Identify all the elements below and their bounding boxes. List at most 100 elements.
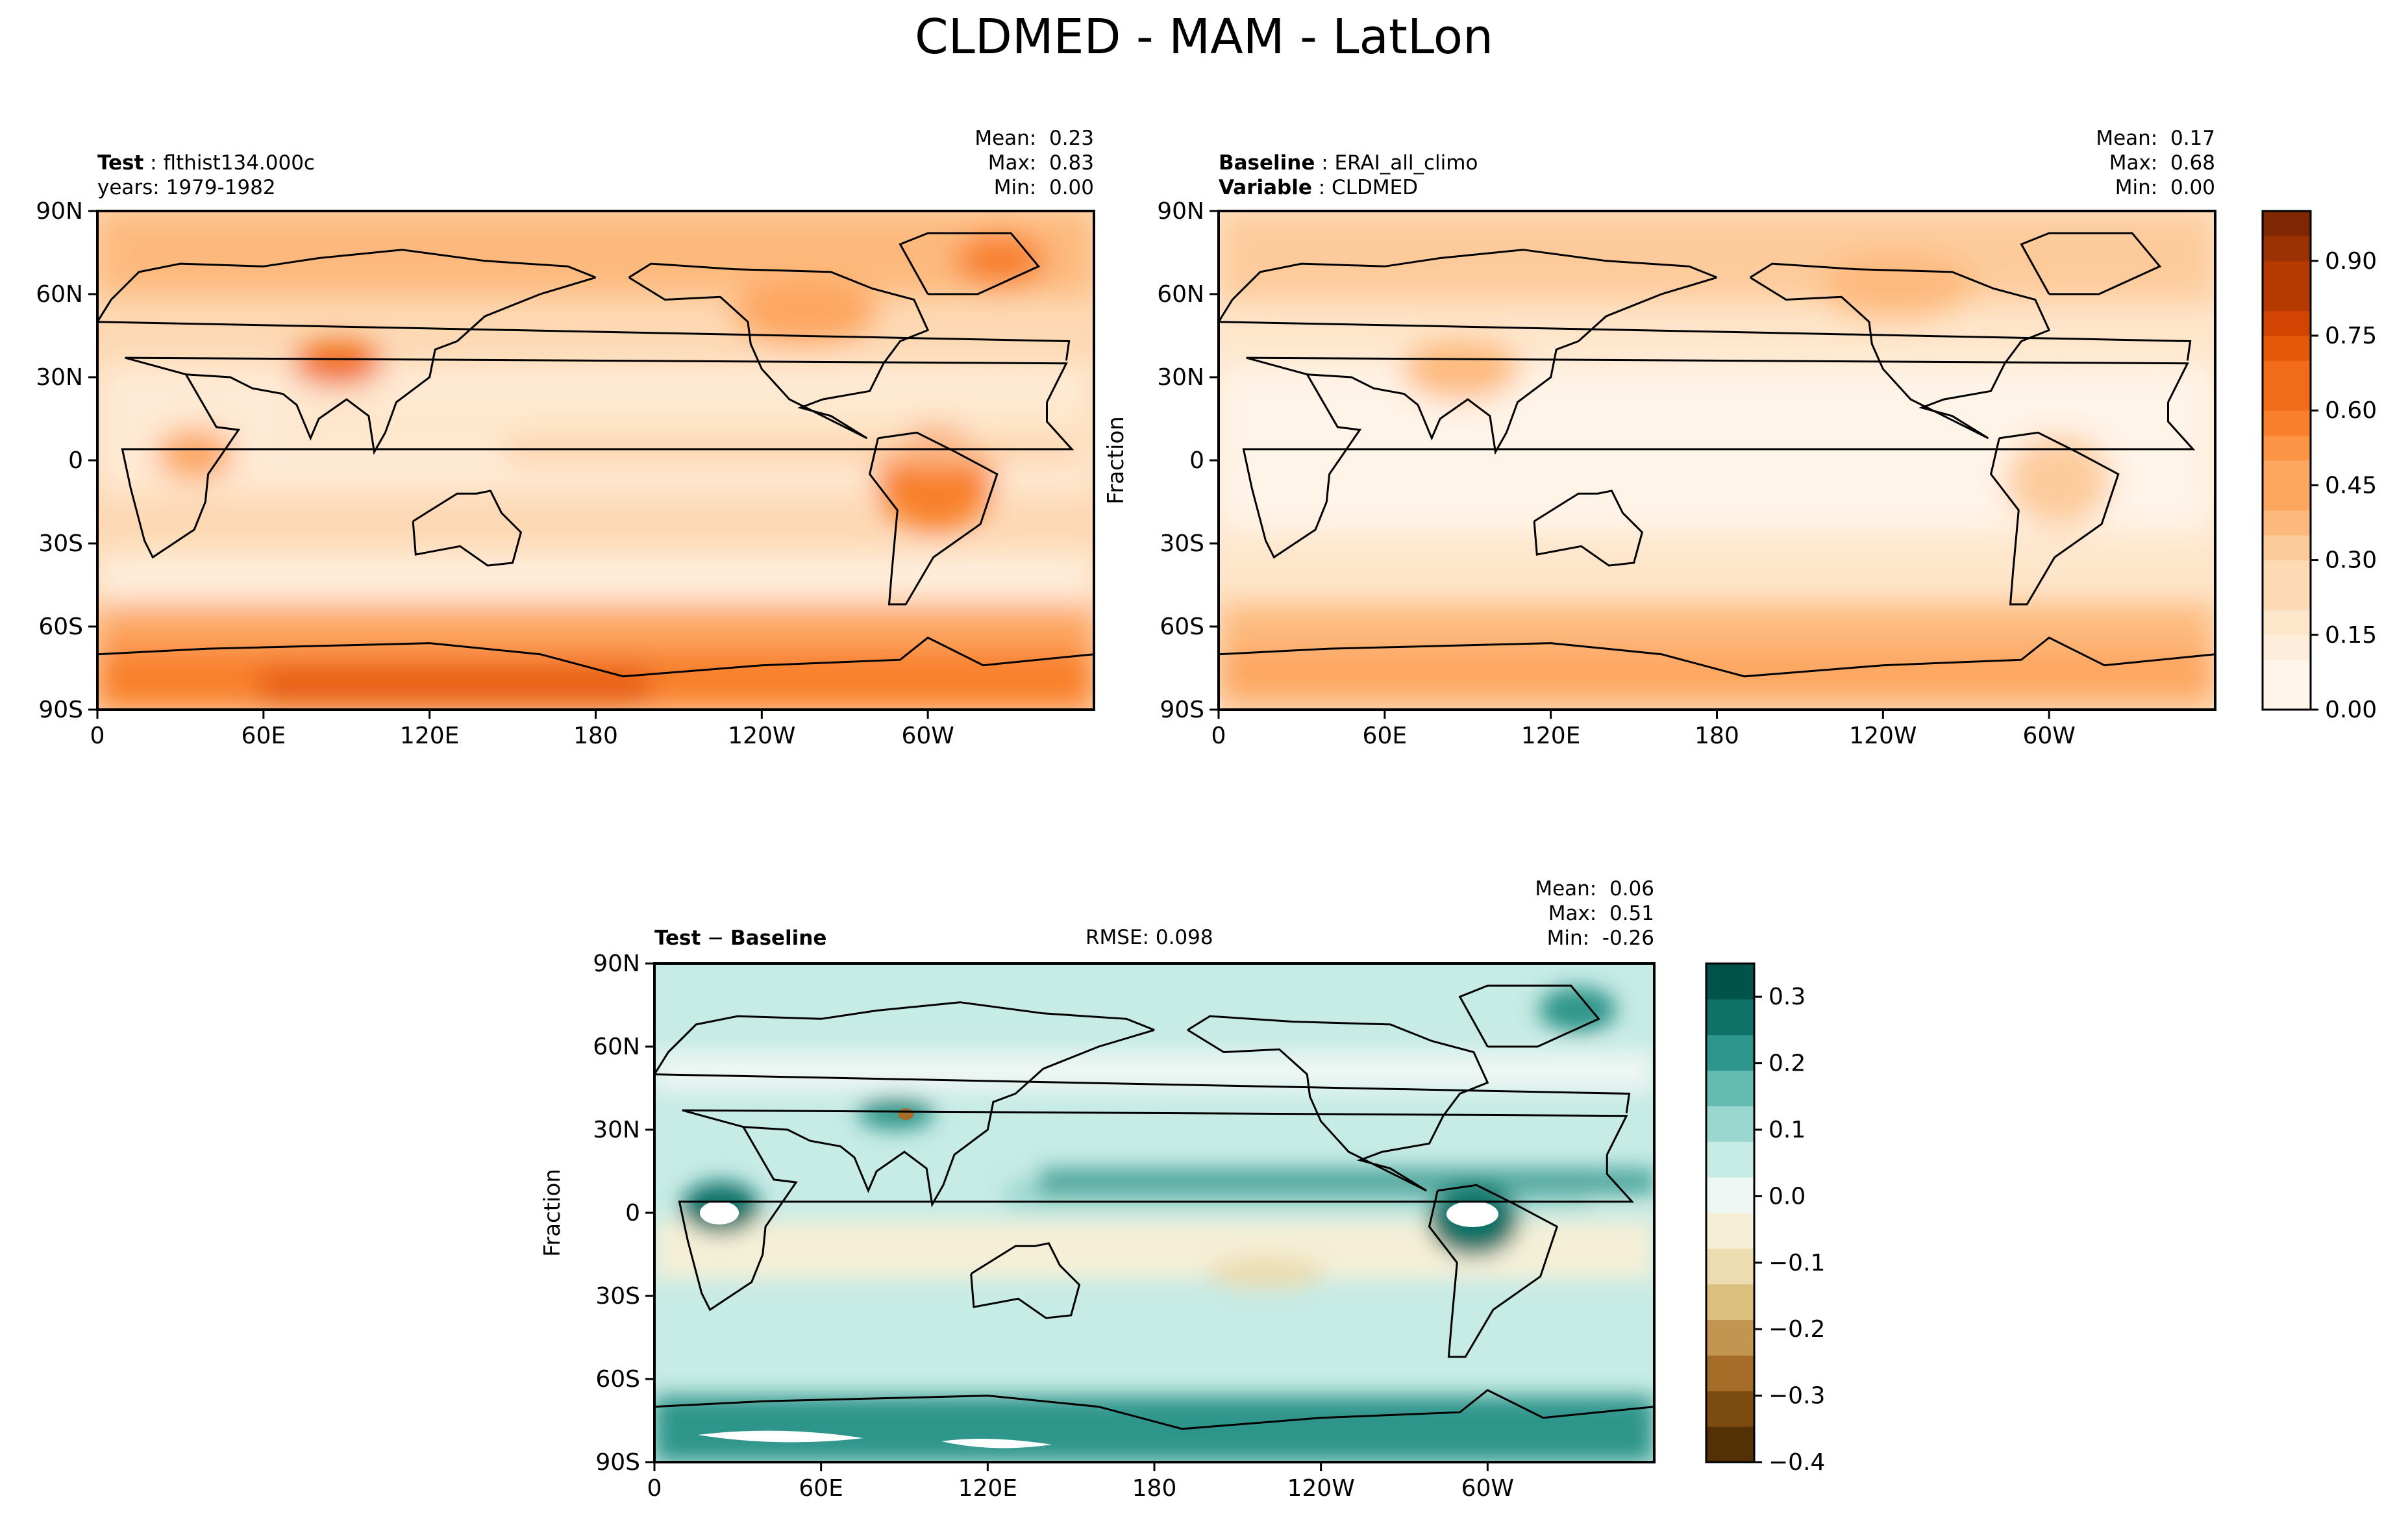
- coastline-group: [654, 984, 1654, 1430]
- colorbar-tick-label: −0.1: [1769, 1250, 1825, 1276]
- colorbar-swatch: [2263, 435, 2311, 461]
- baseline-stat-min: Min: 0.00: [2115, 176, 2215, 199]
- colorbar-swatch: [2263, 510, 2311, 536]
- test-stat-min: Min: 0.00: [993, 176, 1094, 199]
- x-tick-label: 0: [90, 723, 105, 749]
- colorbar-tick-label: 0.3: [1769, 984, 1806, 1010]
- colorbar-swatch: [1706, 1213, 1754, 1249]
- colorbar-frame: [1705, 962, 1756, 1463]
- colorbar-swatch: [2263, 360, 2311, 386]
- colorbar-swatch: [2263, 410, 2311, 436]
- colorbar-tick-label: 0.45: [2325, 472, 2377, 499]
- colorbar-swatch: [1706, 1391, 1754, 1427]
- colorbar-swatch: [2263, 610, 2311, 636]
- coastline: [868, 431, 999, 606]
- coastline-group: [1219, 232, 2215, 678]
- variable-value: CLDMED: [1332, 176, 1419, 199]
- coastline: [1242, 356, 2196, 559]
- coastline: [1307, 276, 1717, 455]
- coastlines: [97, 232, 2215, 1430]
- colorbar-tick-label: 0.0: [1769, 1183, 1806, 1210]
- colorbar-swatch: [2263, 310, 2311, 336]
- x-tick-label: 120E: [958, 1475, 1017, 1502]
- difference-stats: Mean: 0.06 Max: 0.51 Min: -0.26: [1459, 876, 1654, 951]
- test-stat-mean: Mean: 0.23: [974, 127, 1094, 150]
- x-tick-label: 0: [647, 1475, 662, 1502]
- test-years: years: 1979-1982: [97, 176, 276, 199]
- y-tick-label: 30S: [38, 530, 83, 557]
- colorbar-tick-label: 0.90: [2325, 248, 2377, 275]
- coastline: [1428, 1184, 1559, 1358]
- coastline: [1219, 636, 2215, 678]
- colorbar-tick-label: 0.2: [1769, 1050, 1806, 1077]
- coastline: [412, 490, 523, 567]
- colorbar-swatch: [1706, 1177, 1754, 1213]
- colorbar-swatch: [1706, 963, 1754, 1000]
- baseline-header-value: ERAI_all_climo: [1334, 151, 1478, 175]
- baseline-stat-mean: Mean: 0.17: [2096, 127, 2215, 150]
- colorbar-swatch: [1706, 1284, 1754, 1321]
- x-tick-label: 120W: [1849, 723, 1917, 749]
- y-tick-label: 90N: [593, 951, 640, 977]
- y-tick-label: 30N: [36, 364, 83, 391]
- coastline: [1749, 262, 2051, 440]
- coastline: [1219, 249, 2192, 361]
- x-tick-label: 60W: [901, 723, 954, 749]
- x-tick-label: 60W: [1461, 1475, 1514, 1502]
- x-tick-label: 120E: [400, 723, 459, 749]
- colorbar-tick-label: 0.60: [2325, 397, 2377, 424]
- x-tick-label: 60E: [242, 723, 286, 749]
- colorbar-swatch: [1706, 1355, 1754, 1391]
- y-tick-label: 30N: [593, 1117, 640, 1143]
- colorbar-swatch: [2263, 385, 2311, 411]
- colorbar-swatch: [2263, 560, 2311, 586]
- x-tick-label: 60W: [2022, 723, 2075, 749]
- variable-label: Variable: [1219, 176, 1312, 199]
- colorbar-tick-label: 0.1: [1769, 1117, 1806, 1143]
- baseline-header: Baseline : ERAI_all_climo Variable : CLD…: [1219, 151, 1478, 199]
- coastline: [1187, 1015, 1489, 1192]
- coastline-group: [97, 232, 1094, 678]
- colorbar-swatch: [2263, 260, 2311, 286]
- coastline: [97, 636, 1094, 678]
- x-tick-label: 120W: [1287, 1475, 1355, 1502]
- difference-sep: −: [707, 926, 725, 950]
- y-tick-label: 0: [1189, 447, 1204, 474]
- rmse-value: RMSE: 0.098: [1086, 926, 1213, 949]
- coastline: [1989, 431, 2120, 606]
- colorbar-frame: [2261, 210, 2312, 711]
- colorbar-swatch: [1706, 1141, 1754, 1178]
- colorbar-swatch: [1706, 1034, 1754, 1071]
- y-tick-label: 90S: [595, 1449, 640, 1476]
- coastline: [628, 262, 930, 440]
- test-header: Test : flthist134.000c years: 1979-1982: [97, 151, 315, 199]
- colorbar-swatch: [2263, 660, 2311, 686]
- y-tick-label: 60N: [36, 281, 83, 308]
- baseline-map: [1219, 211, 2215, 710]
- x-tick-label: 0: [1211, 723, 1226, 749]
- difference-label-baseline: Baseline: [730, 926, 827, 950]
- x-tick-label: 180: [1132, 1475, 1177, 1502]
- test-header-value: flthist134.000c: [163, 151, 315, 175]
- difference-colorbar: 0.3 0.2 0.1 0.0 −0.1 −0.2 −0.3 −0.4: [1705, 962, 1825, 1476]
- x-tick-label: 60E: [799, 1475, 843, 1502]
- colorbar-swatch: [2263, 286, 2311, 312]
- difference-stat-min: Min: -0.26: [1546, 926, 1654, 950]
- colorbar-swatch: [2263, 585, 2311, 610]
- x-tick-label: 120E: [1521, 723, 1580, 749]
- y-tick-label: 0: [68, 447, 83, 474]
- y-tick-label: 60N: [593, 1034, 640, 1060]
- colorbar-swatch: [1706, 1106, 1754, 1142]
- baseline-ylabel: Fraction: [1103, 416, 1129, 504]
- coastline: [1533, 490, 1644, 567]
- colorbar-tick-label: 0.75: [2325, 323, 2377, 349]
- baseline-header-label: Baseline: [1219, 151, 1315, 175]
- y-tick-label: 90S: [1160, 697, 1204, 723]
- colorbar-swatch: [2263, 535, 2311, 561]
- colorbar-swatch: [1706, 1426, 1754, 1463]
- y-tick-label: 60S: [1160, 614, 1204, 640]
- difference-header: Test − Baseline: [654, 926, 826, 951]
- coastline: [654, 1001, 1631, 1113]
- colorbar-swatch: [2263, 485, 2311, 511]
- figure-title: CLDMED - MAM - LatLon: [915, 9, 1493, 65]
